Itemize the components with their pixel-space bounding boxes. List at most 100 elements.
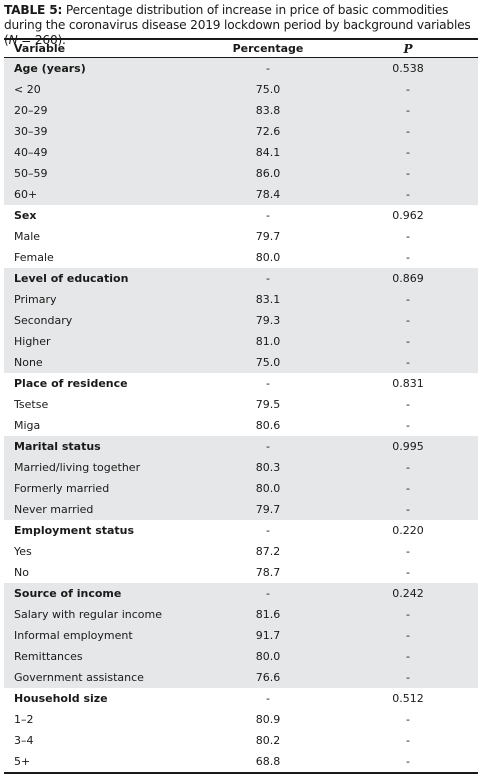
- p-value-cell: -: [338, 79, 478, 100]
- percentage-cell: 72.6: [198, 121, 338, 142]
- p-value-cell: -: [406, 545, 410, 558]
- group-label: Source of income: [4, 583, 198, 604]
- variable-cell: None: [4, 352, 198, 373]
- p-value-cell: 0.538: [338, 57, 478, 79]
- data-row: 40–49 84.1-: [4, 142, 478, 163]
- p-value-cell: -: [338, 184, 478, 205]
- percentage-cell: -: [266, 692, 270, 705]
- variable-cell: < 20: [4, 79, 198, 100]
- group-row: Level of education -0.869: [4, 268, 478, 289]
- variable-cell: Salary with regular income: [4, 604, 198, 625]
- p-value-cell: -: [406, 755, 410, 768]
- p-value-cell: -: [338, 457, 478, 478]
- percentage-cell: 80.6: [255, 419, 281, 432]
- data-row: Higher 81.0-: [4, 331, 478, 352]
- variable-cell: 3–4: [14, 734, 34, 747]
- data-table: Variable Percentage P Age (years) -0.538 <…: [4, 38, 478, 774]
- group-row: Household size - 0.512: [4, 688, 478, 709]
- data-row: Government assistance 76.6-: [4, 667, 478, 688]
- data-row: Salary with regular income 81.6-: [4, 604, 478, 625]
- group-label: Marital status: [4, 436, 198, 457]
- p-value-cell: 0.831: [392, 377, 424, 390]
- variable-cell: 50–59: [4, 163, 198, 184]
- p-value-cell: -: [338, 331, 478, 352]
- caption-text: = 260).: [17, 33, 66, 47]
- variable-cell: No: [14, 566, 29, 579]
- p-value-cell: -: [338, 478, 478, 499]
- percentage-cell: 86.0: [198, 163, 338, 184]
- data-row: Married/living together 80.3-: [4, 457, 478, 478]
- p-value-cell: -: [338, 667, 478, 688]
- percentage-cell: 80.0: [198, 478, 338, 499]
- group-label: Household size: [14, 692, 108, 705]
- percentage-cell: 84.1: [198, 142, 338, 163]
- data-row: 3–4 80.2 -: [4, 730, 478, 751]
- variable-cell: Never married: [4, 499, 198, 520]
- variable-cell: Tsetse: [14, 398, 49, 411]
- data-row: No 78.7 -: [4, 562, 478, 583]
- variable-cell: 40–49: [4, 142, 198, 163]
- caption: TABLE 5: Percentage distribution of incr…: [4, 0, 478, 47]
- group-row: Source of income -0.242: [4, 583, 478, 604]
- p-value-cell: -: [338, 646, 478, 667]
- data-row: 50–59 86.0-: [4, 163, 478, 184]
- p-value-cell: -: [338, 163, 478, 184]
- p-value-cell: -: [338, 121, 478, 142]
- percentage-cell: 78.4: [198, 184, 338, 205]
- p-value-cell: 0.242: [338, 583, 478, 604]
- data-row: Formerly married 80.0-: [4, 478, 478, 499]
- group-row: Marital status -0.995: [4, 436, 478, 457]
- variable-cell: Primary: [4, 289, 198, 310]
- percentage-cell: 80.9: [255, 713, 281, 726]
- caption-text: Percentage distribution of increase in p…: [4, 3, 471, 47]
- percentage-cell: 75.0: [198, 352, 338, 373]
- data-row: 30–39 72.6-: [4, 121, 478, 142]
- variable-cell: Remittances: [4, 646, 198, 667]
- data-row: Male 79.7 -: [4, 226, 478, 247]
- group-label: Place of residence: [14, 377, 128, 390]
- p-value-cell: 0.995: [338, 436, 478, 457]
- data-row: Tsetse 79.5 -: [4, 394, 478, 415]
- percentage-cell: 76.6: [198, 667, 338, 688]
- percentage-cell: -: [266, 377, 270, 390]
- p-value-cell: -: [338, 499, 478, 520]
- group-label: Sex: [14, 209, 37, 222]
- data-row: 20–29 83.8-: [4, 100, 478, 121]
- percentage-cell: -: [266, 524, 270, 537]
- percentage-cell: 68.8: [255, 755, 281, 768]
- p-value-cell: -: [338, 310, 478, 331]
- percentage-cell: -: [198, 268, 338, 289]
- percentage-cell: -: [198, 583, 338, 604]
- percentage-cell: 81.6: [198, 604, 338, 625]
- variable-cell: Higher: [4, 331, 198, 352]
- p-value-cell: -: [406, 713, 410, 726]
- percentage-cell: -: [198, 436, 338, 457]
- variable-cell: 5+: [14, 755, 31, 768]
- header-row: Variable Percentage P: [4, 39, 478, 58]
- p-value-cell: 0.220: [392, 524, 424, 537]
- variable-cell: Miga: [14, 419, 41, 432]
- data-row: None 75.0-: [4, 352, 478, 373]
- header-cell: Percentage: [232, 42, 304, 55]
- table-header: Variable Percentage P: [4, 39, 478, 58]
- percentage-cell: 80.0: [255, 251, 281, 264]
- p-value-cell: -: [338, 142, 478, 163]
- percentage-cell: 79.7: [198, 499, 338, 520]
- p-value-cell: -: [338, 604, 478, 625]
- p-value-cell: -: [406, 251, 410, 264]
- p-value-cell: -: [406, 566, 410, 579]
- percentage-cell: 83.1: [198, 289, 338, 310]
- p-value-cell: -: [406, 230, 410, 243]
- variable-cell: Male: [14, 230, 41, 243]
- header-cell: P: [403, 41, 413, 56]
- group-row: Sex - 0.962: [4, 205, 478, 226]
- percentage-cell: 80.2: [255, 734, 281, 747]
- data-row: 1–2 80.9 -: [4, 709, 478, 730]
- percentage-cell: -: [266, 209, 270, 222]
- variable-cell: Government assistance: [4, 667, 198, 688]
- p-value-cell: -: [406, 419, 410, 432]
- variable-cell: Married/living together: [4, 457, 198, 478]
- percentage-cell: 79.5: [255, 398, 281, 411]
- p-value-cell: -: [338, 352, 478, 373]
